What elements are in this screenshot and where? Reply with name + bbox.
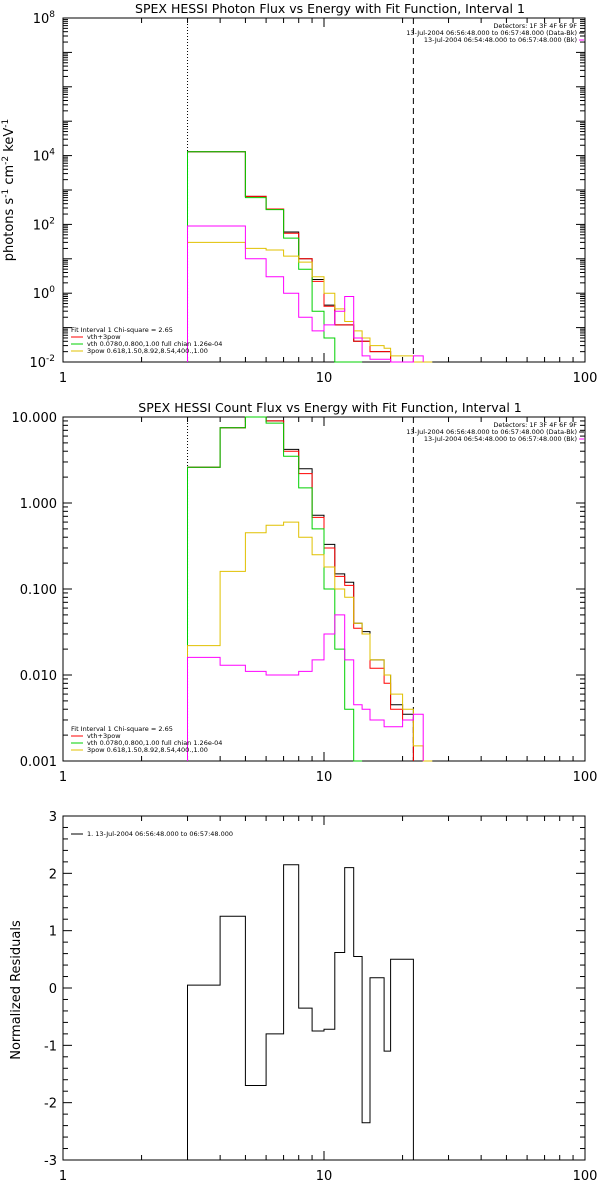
plot-frame — [62, 815, 586, 1161]
count-flux-title: SPEX HESSI Count Flux vs Energy with Fit… — [138, 400, 521, 415]
photon-flux-plot-area: 1 10 100 10-2 100 102 104 108 Detectors: 1F 3F 4… — [29, 10, 597, 386]
legend-entry: 3pow 0.618,1.50,8.92,8.54,400.,1.00 — [87, 746, 208, 754]
residuals-ylabel: Normalized Residuals — [9, 920, 24, 1060]
legend-entry: vth+3pow — [87, 333, 121, 341]
y-tick-label: 108 — [33, 10, 56, 27]
photon-flux-title: SPEX HESSI Photon Flux vs Energy with Fi… — [135, 1, 525, 16]
x-tick-label: 10 — [316, 371, 333, 386]
series-3-line — [187, 521, 433, 762]
series-2-line — [187, 416, 363, 762]
y-tick-label: 102 — [33, 216, 55, 233]
y-tick-label: 3 — [49, 810, 57, 825]
photon-flux-ylabel: photons s-1 cm-2 keV-1 — [1, 119, 17, 261]
series-3-line — [187, 241, 433, 363]
residuals-panel: Normalized Residuals 1 10 100 -3 -2 -1 0 1 2 3 1. … — [9, 810, 597, 1184]
y-tick-label: -2 — [44, 1097, 57, 1112]
series-1-line — [187, 151, 414, 363]
y-tick-label: 1.000 — [20, 497, 57, 512]
y-tick-label: 2 — [49, 867, 57, 882]
x-tick-label: 1 — [59, 1169, 67, 1184]
header-line: Detectors: 1F 3F 4F 6F 9F — [493, 22, 577, 30]
header-line: Detectors: 1F 3F 4F 6F 9F — [493, 421, 577, 429]
x-tick-label: 10 — [316, 1169, 333, 1184]
y-tick-label: 100 — [33, 285, 56, 302]
x-tick-label: 1 — [59, 770, 67, 785]
series-0-line — [187, 416, 414, 761]
series-4-line — [187, 225, 424, 363]
header-line: 13-Jul-2004 06:56:48.000 to 06:57:48.000… — [406, 428, 577, 436]
header-line: 13-Jul-2004 06:56:48.000 to 06:57:48.000… — [406, 29, 577, 37]
legend-entry: vth 0.0780,0.800,1.00 full chian 1.26e-0… — [87, 739, 222, 747]
x-tick-label: 100 — [573, 371, 598, 386]
legend-entry: vth 0.0780,0.800,1.00 full chian 1.26e-0… — [87, 340, 222, 348]
legend-entry: vth+3pow — [87, 732, 121, 740]
y-tick-label: 10.000 — [12, 411, 58, 426]
series-4-line — [187, 614, 424, 761]
series-2-line — [187, 151, 363, 363]
count-flux-plot-area: 1 10 100 0.001 0.010 0.100 1.000 10.000 Detector… — [12, 411, 598, 785]
series-0-line — [187, 151, 414, 363]
x-tick-label: 100 — [573, 1169, 598, 1184]
y-tick-label: 1 — [49, 925, 57, 940]
legend-entry: 1. 13-Jul-2004 06:56:48.000 to 06:57:48.… — [87, 830, 233, 838]
y-tick-label: 0 — [49, 982, 57, 997]
y-tick-label: -1 — [44, 1039, 57, 1054]
photon-flux-panel: SPEX HESSI Photon Flux vs Energy with Fi… — [1, 1, 597, 386]
y-tick-label: -3 — [44, 1154, 57, 1169]
plot-frame — [62, 17, 586, 363]
count-flux-panel: SPEX HESSI Count Flux vs Energy with Fit… — [12, 400, 598, 785]
residuals-plot-area: 1 10 100 -3 -2 -1 0 1 2 3 1. 13-Jul-2004 06:56:48.… — [44, 810, 597, 1184]
header-line: 13-Jul-2004 06:54:48.000 to 06:57:48.000… — [424, 435, 577, 443]
legend-entry: 3pow 0.618,1.50,8.92,8.54,400.,1.00 — [87, 347, 208, 355]
x-tick-label: 100 — [573, 770, 598, 785]
header-line: 13-Jul-2004 06:54:48.000 to 06:57:48.000… — [424, 36, 577, 44]
x-tick-label: 1 — [59, 371, 67, 386]
y-tick-label: 0.010 — [20, 669, 57, 684]
y-tick-label: 10-2 — [29, 354, 55, 371]
series-0-line — [187, 864, 414, 1160]
x-tick-label: 10 — [316, 770, 333, 785]
legend-title: Fit Interval 1 Chi-square = 2.65 — [71, 725, 173, 733]
legend-title: Fit Interval 1 Chi-square = 2.65 — [71, 326, 173, 334]
y-tick-label: 0.100 — [20, 583, 57, 598]
y-tick-label: 104 — [33, 148, 56, 165]
y-tick-label: 0.001 — [20, 755, 57, 770]
